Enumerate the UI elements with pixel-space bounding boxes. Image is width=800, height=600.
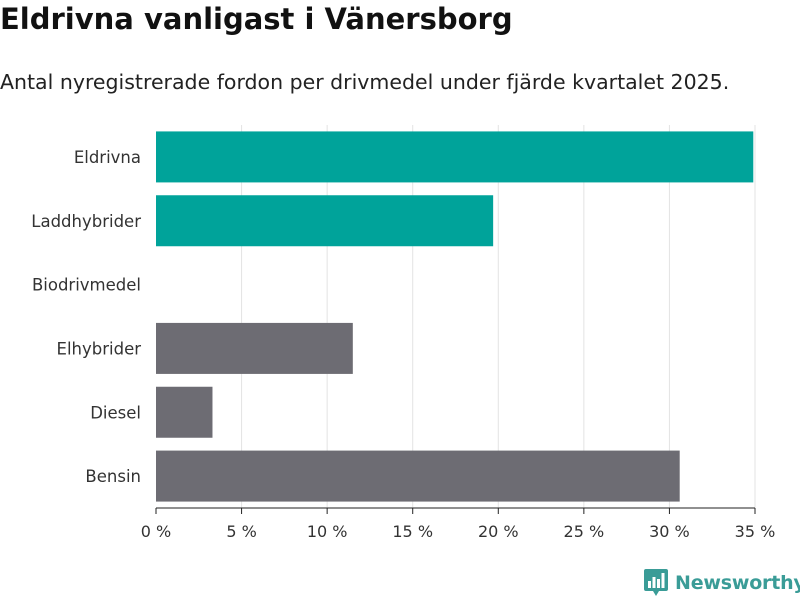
chart-subtitle: Antal nyregistrerade fordon per drivmede… — [0, 70, 730, 94]
category-label-elhybrider: Elhybrider — [57, 339, 142, 358]
category-label-biodrivmedel: Biodrivmedel — [32, 276, 141, 295]
bar-elhybrider — [156, 322, 353, 374]
category-label-eldrivna: Eldrivna — [74, 148, 141, 167]
newsworthy-logo: Newsworthy — [643, 568, 800, 598]
category-label-bensin: Bensin — [85, 467, 141, 486]
category-label-laddhybrider: Laddhybrider — [31, 212, 141, 231]
x-tick-label-3: 15 % — [392, 522, 433, 541]
x-tick-label-2: 10 % — [307, 522, 348, 541]
x-tick-label-6: 30 % — [649, 522, 690, 541]
newsworthy-logo-icon — [644, 569, 668, 596]
chart-title: Eldrivna vanligast i Vänersborg — [0, 2, 513, 36]
x-tick-label-7: 35 % — [735, 522, 776, 541]
bar-laddhybrider — [156, 195, 494, 247]
newsworthy-logo-text: Newsworthy — [675, 572, 800, 594]
bar-bensin — [156, 450, 680, 502]
x-tick-label-1: 5 % — [226, 522, 256, 541]
x-tick-label-4: 20 % — [478, 522, 519, 541]
x-tick-label-5: 25 % — [564, 522, 605, 541]
bar-eldrivna — [156, 131, 754, 183]
category-label-diesel: Diesel — [90, 403, 141, 422]
x-tick-label-0: 0 % — [141, 522, 171, 541]
bar-diesel — [156, 386, 213, 438]
